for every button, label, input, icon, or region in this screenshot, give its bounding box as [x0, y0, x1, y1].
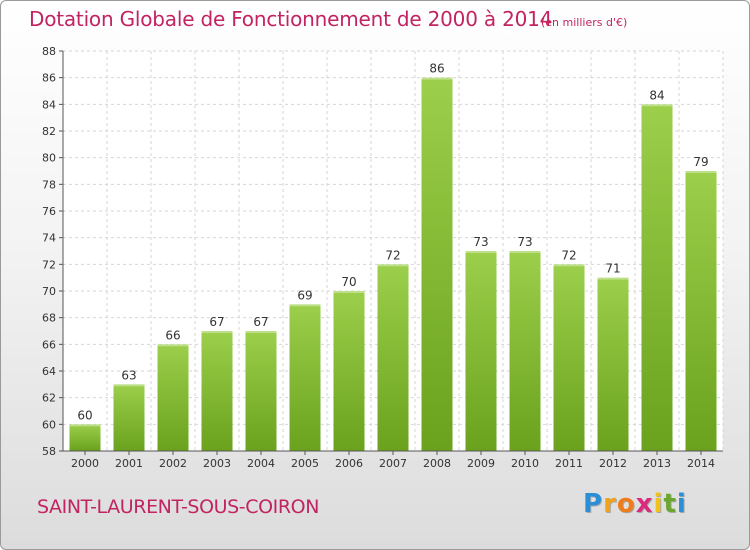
- y-tick-label: 70: [42, 285, 56, 298]
- x-tick-label-2002: 2002: [159, 457, 187, 470]
- logo-letter: o: [616, 489, 636, 519]
- value-label-2004: 67: [253, 315, 268, 329]
- bar-2001: [113, 384, 145, 451]
- proxiti-logo[interactable]: Proxiti: [583, 489, 687, 519]
- bar-highlight: [377, 264, 409, 267]
- value-label-2007: 72: [385, 248, 400, 262]
- x-tick-label-2010: 2010: [511, 457, 539, 470]
- y-tick-label: 86: [42, 72, 56, 85]
- logo-letter: r: [603, 489, 617, 519]
- y-tick-label: 60: [42, 418, 56, 431]
- logo-letter: t: [663, 489, 677, 519]
- y-tick-label: 78: [42, 178, 56, 191]
- x-tick-label-2007: 2007: [379, 457, 407, 470]
- y-tick-label: 88: [42, 45, 56, 58]
- value-label-2011: 72: [561, 248, 576, 262]
- value-label-2013: 84: [649, 88, 664, 102]
- x-tick-label-2003: 2003: [203, 457, 231, 470]
- bar-highlight: [113, 384, 145, 387]
- x-tick-label-2008: 2008: [423, 457, 451, 470]
- bar-2009: [465, 251, 497, 451]
- axes: 58 60 62 64 66 68 70 72 74 76 78 80 82 84 86 88 2000 2001…: [42, 45, 723, 470]
- logo-letter: x: [635, 489, 654, 519]
- value-label-2009: 73: [473, 235, 488, 249]
- x-tick-label-2001: 2001: [115, 457, 143, 470]
- bar-highlight: [685, 171, 717, 173]
- y-tick-label: 62: [42, 392, 56, 405]
- logo-letter: P: [583, 489, 604, 519]
- bar-2002: [157, 344, 189, 451]
- logo-letter: i: [676, 489, 687, 519]
- logo-letter: i: [653, 489, 664, 519]
- bar-highlight: [157, 344, 189, 347]
- bar-2011: [553, 264, 585, 451]
- y-tick-label: 66: [42, 338, 56, 351]
- x-tick-label-2012: 2012: [599, 457, 627, 470]
- bar-2004: [245, 331, 277, 451]
- x-tick-label-2009: 2009: [467, 457, 495, 470]
- y-tick-label: 82: [42, 125, 56, 138]
- bar-highlight: [69, 424, 101, 427]
- value-label-2006: 70: [341, 275, 356, 289]
- bar-2013: [641, 104, 673, 451]
- x-tick-label-2005: 2005: [291, 457, 319, 470]
- chart-title: Dotation Globale de Fonctionnement de 20…: [29, 7, 553, 31]
- bar-highlight: [597, 277, 629, 280]
- bar-highlight: [289, 304, 321, 307]
- value-label-2005: 69: [297, 288, 312, 302]
- value-label-2012: 71: [605, 262, 620, 276]
- y-tick-label: 72: [42, 258, 56, 271]
- bar-2000: [69, 424, 101, 451]
- value-label-2000: 60: [77, 408, 92, 422]
- bar-2003: [201, 331, 233, 451]
- bar-2012: [597, 277, 629, 451]
- y-tick-label: 58: [42, 445, 56, 458]
- y-tick-label: 64: [42, 365, 56, 378]
- x-tick-label-2004: 2004: [247, 457, 275, 470]
- value-label-2002: 66: [165, 328, 180, 342]
- bar-2014: [685, 171, 717, 451]
- bar-highlight: [421, 77, 453, 80]
- value-label-2014: 79: [693, 155, 708, 169]
- y-tick-label: 68: [42, 312, 56, 325]
- bar-2007: [377, 264, 409, 451]
- bar-highlight: [245, 331, 277, 333]
- commune-name: SAINT-LAURENT-SOUS-COIRON: [37, 496, 320, 518]
- bar-highlight: [641, 104, 673, 107]
- x-tick-label-2006: 2006: [335, 457, 363, 470]
- bar-highlight: [201, 331, 233, 333]
- y-tick-label: 84: [42, 98, 56, 111]
- value-label-2008: 86: [429, 62, 444, 76]
- bars: 60 63 66 67 67 69 70 72 86 73 73 72 71 84 79: [69, 62, 717, 452]
- bar-highlight: [553, 264, 585, 267]
- bar-highlight: [509, 251, 541, 253]
- bar-2010: [509, 251, 541, 451]
- bar-highlight: [333, 291, 365, 293]
- x-tick-label-2011: 2011: [555, 457, 583, 470]
- bar-2005: [289, 304, 321, 451]
- y-tick-label: 80: [42, 152, 56, 165]
- y-tick-label: 74: [42, 232, 56, 245]
- x-tick-label-2014: 2014: [687, 457, 715, 470]
- bar-2006: [333, 291, 365, 451]
- value-label-2010: 73: [517, 235, 532, 249]
- chart-subtitle: (en milliers d'€): [541, 16, 628, 29]
- value-label-2003: 67: [209, 315, 224, 329]
- bar-highlight: [465, 251, 497, 253]
- x-tick-label-2013: 2013: [643, 457, 671, 470]
- y-tick-label: 76: [42, 205, 56, 218]
- x-tick-label-2000: 2000: [71, 457, 99, 470]
- value-label-2001: 63: [121, 368, 136, 382]
- bar-2008: [421, 77, 453, 452]
